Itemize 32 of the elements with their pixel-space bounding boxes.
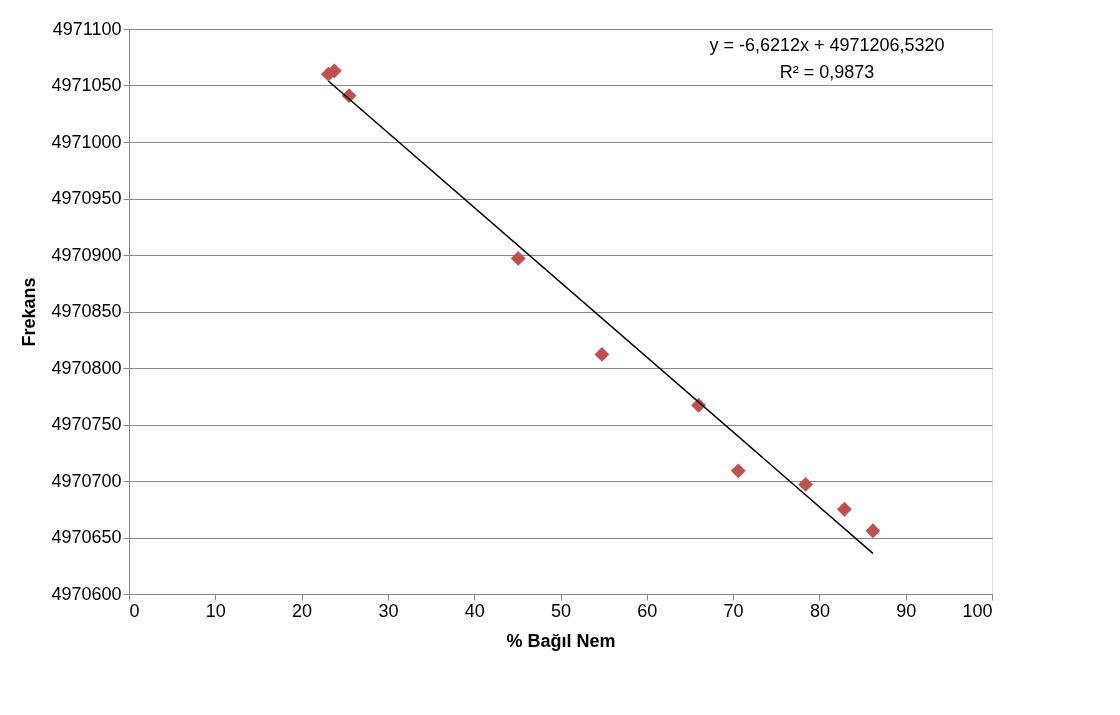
point [510, 250, 526, 266]
x-axis-title: % Bağıl Nem [506, 630, 616, 651]
x-tick-label: 90 [896, 600, 917, 621]
y-tick-label: 4970700 [51, 470, 122, 491]
y-tick-label: 4970850 [51, 301, 122, 321]
x-tick-label: 50 [550, 600, 572, 621]
x-tick-label: 0 [129, 600, 140, 621]
point [798, 476, 814, 492]
point [730, 463, 746, 479]
y-tick-label: 4971050 [51, 75, 122, 95]
x-tick-label: 100 [962, 600, 993, 621]
x-tick-label: 80 [809, 600, 830, 621]
x-tick-label: 20 [292, 600, 313, 621]
point [594, 347, 610, 362]
point [865, 523, 881, 539]
x-tick-label: 70 [723, 600, 744, 621]
y-tick-label: 4970900 [51, 244, 122, 265]
y-tick-label: 4971100 [52, 18, 122, 39]
x-tick-label: 30 [378, 600, 399, 621]
y-tick-label: 4970750 [51, 414, 122, 434]
x-tick-label: 10 [205, 600, 226, 621]
point [837, 501, 852, 517]
y-axis-title: Frekans [19, 277, 40, 347]
x-tick-label: 40 [464, 600, 485, 621]
y-tick-label: 4970600 [51, 583, 122, 604]
annotation: R² = 0,9873 [779, 62, 875, 82]
y-tick-label: 4971000 [51, 131, 122, 152]
x-tick-label: 60 [637, 600, 658, 621]
annotation: y = -6,6212x + 4971206,5320 [709, 35, 945, 55]
y-tick-label: 4970950 [51, 188, 122, 208]
y-tick-label: 4970800 [51, 357, 122, 378]
y-tick-label: 4970650 [51, 527, 122, 547]
